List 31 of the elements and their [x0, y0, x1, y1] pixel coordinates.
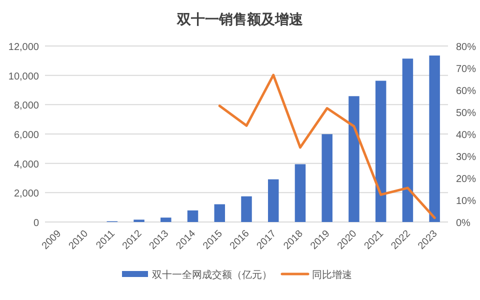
bar	[187, 210, 198, 222]
y2-tick-label: 10%	[456, 196, 476, 207]
bar	[268, 179, 279, 222]
y-tick-label: 12,000	[8, 42, 40, 53]
y-tick-label: 6,000	[14, 130, 40, 141]
bar	[402, 58, 414, 222]
bar	[348, 96, 360, 222]
y-tick-label: 8,000	[14, 100, 40, 112]
bar	[160, 218, 172, 222]
chart-title: 双十一销售额及增速	[176, 11, 304, 27]
y-tick-label: 2,000	[14, 188, 40, 200]
line-series	[218, 74, 436, 220]
bar	[214, 204, 226, 222]
y2-tick-label: 50%	[456, 108, 476, 119]
y2-tick-label: 0%	[456, 218, 471, 229]
legend-label: 同比增速	[312, 269, 352, 281]
y-tick-label: 10,000	[8, 71, 40, 82]
y2-tick-label: 20%	[456, 174, 476, 185]
y2-tick-label: 70%	[456, 64, 476, 75]
bar	[375, 80, 386, 222]
bar	[429, 56, 440, 222]
y2-tick-label: 60%	[456, 86, 476, 97]
bar	[294, 164, 306, 222]
bar	[322, 134, 332, 222]
y2-tick-label: 40%	[456, 130, 476, 141]
legend-label: 双十一全网成交额（亿元）	[152, 269, 272, 281]
bar	[241, 196, 252, 222]
y-tick-label: 0	[33, 218, 40, 229]
y2-tick-label: 30%	[456, 152, 476, 163]
y-tick-label: 4,000	[14, 159, 40, 170]
y2-tick-label: 80%	[456, 42, 476, 53]
